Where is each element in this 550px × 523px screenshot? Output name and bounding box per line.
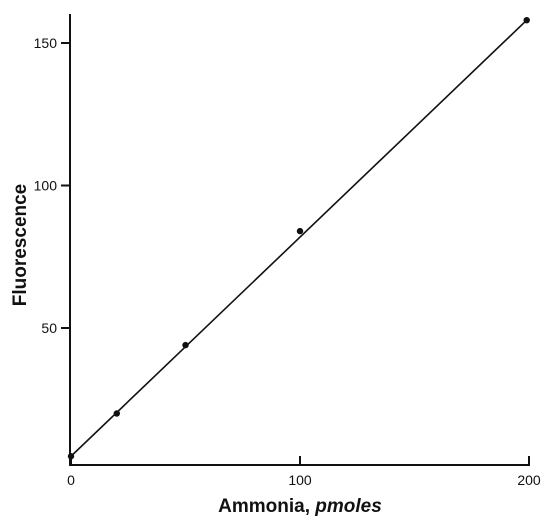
y-tick-label-50: 50 [41, 320, 57, 336]
data-point-3 [296, 227, 304, 235]
x-axis-label-unit: pmoles [314, 496, 382, 517]
data-point-2 [182, 341, 189, 349]
x-tick-label-0: 0 [67, 472, 75, 488]
ticks [61, 42, 530, 465]
data-point-4 [523, 17, 530, 24]
data-points [67, 17, 530, 460]
fit-line [70, 19, 528, 457]
y-axis-label: Fluorescence [10, 184, 31, 307]
tick-labels: 50 100 150 0 100 200 [34, 35, 541, 488]
x-tick-label-100: 100 [288, 472, 312, 488]
x-axis-label-main: Ammonia, [218, 496, 315, 517]
y-tick-label-100: 100 [34, 178, 58, 194]
data-point-0 [67, 453, 75, 460]
x-tick-label-200: 200 [517, 472, 541, 488]
x-axis-label: Ammonia, pmoles [218, 496, 382, 517]
y-tick-label-150: 150 [34, 35, 58, 51]
axes [69, 14, 530, 466]
data-point-1 [113, 410, 121, 417]
